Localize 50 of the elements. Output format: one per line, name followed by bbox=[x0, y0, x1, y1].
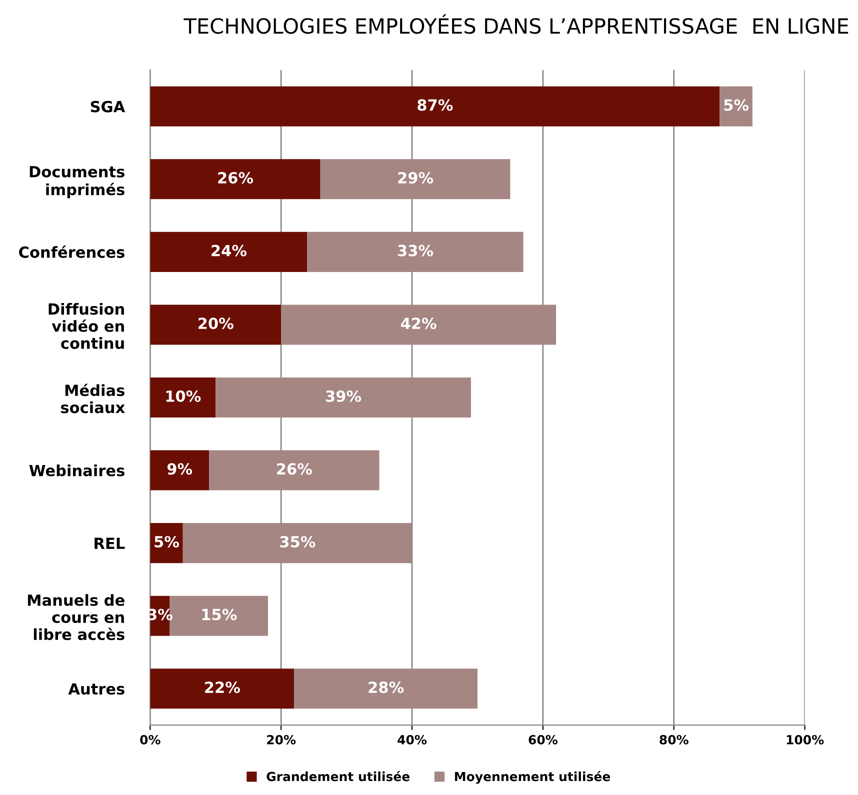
bar bbox=[209, 450, 380, 490]
legend-label: Grandement utilisée bbox=[266, 771, 410, 782]
bar bbox=[216, 377, 471, 418]
y-tick-label: Conférences bbox=[19, 246, 124, 258]
data-label: 20% bbox=[198, 318, 234, 330]
data-label: 15% bbox=[202, 608, 237, 620]
x-tick-label: 60% bbox=[528, 734, 558, 744]
bar bbox=[150, 450, 210, 490]
bar bbox=[294, 668, 478, 709]
legend-label: Moyennement utilisée bbox=[455, 771, 610, 784]
x-tick-label: 40% bbox=[398, 734, 427, 744]
data-label: 39% bbox=[326, 390, 362, 402]
bar bbox=[150, 668, 294, 709]
data-label: 5% bbox=[724, 99, 749, 111]
y-tick-label: Webinaires bbox=[29, 464, 124, 476]
x-tick-label: 20% bbox=[267, 734, 296, 744]
data-label: 28% bbox=[368, 682, 404, 694]
bar bbox=[150, 304, 282, 345]
bar bbox=[281, 304, 556, 345]
y-tick-label: Manuels de cours en libre accès bbox=[28, 594, 124, 640]
y-tick-label: Autres bbox=[68, 683, 124, 695]
y-tick-label: Diffusion vidéo en continu bbox=[48, 302, 124, 350]
x-tick-label: 0% bbox=[140, 734, 160, 744]
bar bbox=[307, 232, 524, 272]
data-label: 87% bbox=[418, 99, 453, 111]
y-tick-label: REL bbox=[94, 538, 125, 549]
data-label: 10% bbox=[166, 390, 201, 402]
bar bbox=[182, 523, 412, 564]
bar bbox=[150, 86, 720, 126]
bar bbox=[150, 377, 216, 418]
data-label: 26% bbox=[218, 172, 254, 184]
chart-title: TECHNOLOGIES EMPLOYÉES DANS L’APPRENTISSAGE EN LIGNE bbox=[184, 14, 848, 34]
data-label: 24% bbox=[212, 244, 247, 256]
data-label: 35% bbox=[280, 536, 316, 548]
x-tick-label: 80% bbox=[660, 734, 688, 744]
data-label: 5% bbox=[154, 536, 179, 548]
data-label: 22% bbox=[205, 682, 240, 694]
y-tick-label: Médias sociaux bbox=[61, 384, 125, 414]
x-tick-label: 100% bbox=[786, 734, 824, 744]
data-label: 9% bbox=[167, 463, 192, 475]
bar bbox=[320, 159, 510, 200]
data-label: 26% bbox=[277, 463, 312, 475]
data-label: 29% bbox=[398, 172, 434, 184]
data-label: 33% bbox=[398, 244, 434, 256]
bar bbox=[150, 159, 320, 200]
data-label: 42% bbox=[400, 318, 436, 330]
y-tick-label: SGA bbox=[90, 100, 126, 112]
bar bbox=[150, 232, 308, 272]
bar bbox=[720, 86, 752, 126]
y-tick-label: Documents imprimés bbox=[30, 166, 124, 198]
